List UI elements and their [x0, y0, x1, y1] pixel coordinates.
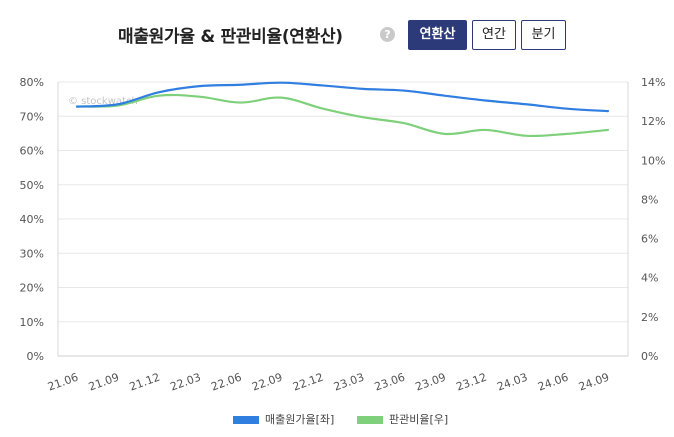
x-tick-label: 22.09: [250, 371, 284, 394]
right-tick-label: 0%: [641, 350, 658, 363]
left-tick-label: 50%: [20, 179, 44, 192]
right-tick-label: 10%: [641, 154, 665, 167]
right-tick-label: 4%: [641, 272, 658, 285]
x-tick-label: 23.09: [414, 371, 448, 394]
x-tick-label: 21.09: [87, 371, 121, 394]
x-tick-label: 22.06: [209, 371, 243, 394]
period-button-yearly[interactable]: 연간: [472, 20, 516, 50]
series-lines: [75, 81, 610, 138]
right-tick-label: 8%: [641, 193, 658, 206]
period-button-quarterly[interactable]: 분기: [521, 20, 566, 50]
right-axis-ticks: 0% 2% 4% 6% 8% 10% 12% 14%: [641, 76, 665, 363]
series-line-sga[interactable]: [75, 93, 610, 138]
x-tick-label: 22.03: [169, 371, 203, 394]
chart-header: 매출원가율 & 판관비율(연환산) ? 연환산 연간 분기: [0, 20, 674, 54]
legend-item-cogs[interactable]: 매출원가율[좌]: [233, 411, 334, 427]
x-tick-label: 23.06: [373, 371, 407, 394]
legend-label-sga: 판관비율[우]: [389, 413, 449, 426]
left-tick-label: 60%: [20, 145, 44, 158]
x-tick-label: 24.03: [495, 371, 529, 394]
help-icon[interactable]: ?: [380, 27, 395, 42]
left-tick-label: 30%: [20, 247, 44, 260]
left-tick-label: 80%: [20, 76, 44, 89]
period-button-annualized[interactable]: 연환산: [408, 20, 467, 50]
x-tick-label: 21.12: [128, 371, 162, 394]
x-tick-label: 21.06: [46, 371, 80, 394]
right-tick-label: 6%: [641, 233, 658, 246]
series-line-cogs[interactable]: [75, 81, 610, 113]
watermark: © stockwatch: [68, 96, 138, 107]
x-tick-label: 23.03: [332, 371, 366, 394]
left-axis-ticks: 0% 10% 20% 30% 40% 50% 60% 70% 80%: [20, 76, 44, 363]
right-tick-label: 2%: [641, 311, 658, 324]
left-tick-label: 20%: [20, 282, 44, 295]
left-tick-label: 40%: [20, 213, 44, 226]
x-tick-label: 24.06: [536, 371, 570, 394]
legend-label-cogs: 매출원가율[좌]: [265, 413, 335, 426]
legend-swatch-sga: [357, 416, 383, 424]
x-tick-label: 24.09: [577, 371, 611, 394]
line-chart: 0% 10% 20% 30% 40% 50% 60% 70% 80% 0% 2% 4% 6% 8% 10%…: [20, 76, 666, 394]
right-tick-label: 14%: [641, 76, 665, 89]
x-axis-ticks: 21.06 21.09 21.12 22.03 22.06 22.09 22.12 23.03…: [46, 371, 611, 394]
legend-item-sga[interactable]: 판관비율[우]: [357, 411, 448, 427]
grid-lines: [57, 81, 629, 357]
x-tick-label: 22.12: [291, 371, 325, 394]
right-tick-label: 12%: [641, 115, 665, 128]
left-tick-label: 0%: [27, 350, 44, 363]
chart-title: 매출원가율 & 판관비율(연환산): [118, 27, 343, 47]
left-tick-label: 10%: [20, 316, 44, 329]
x-tick-label: 23.12: [454, 371, 488, 394]
legend: 매출원가율[좌] 판관비율[우]: [0, 411, 674, 427]
left-tick-label: 70%: [20, 110, 44, 123]
legend-swatch-cogs: [233, 416, 259, 424]
